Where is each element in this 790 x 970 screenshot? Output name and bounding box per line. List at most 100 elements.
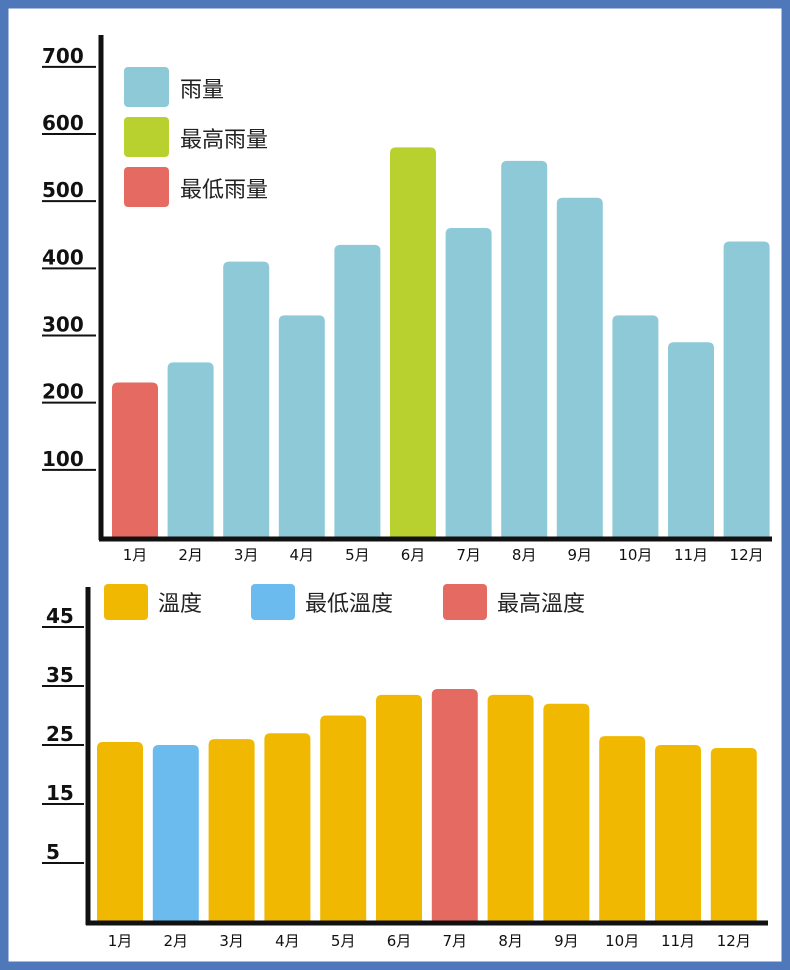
temperature-bar — [543, 703, 590, 922]
temperature-bar — [97, 742, 143, 922]
rainfall-x-tick-label: 1月 — [123, 546, 148, 564]
temperature-chart: 5 15 25 35 45 1月 2月 3月 4月 5月 6月 7月 8月 9月 10月 11月 12月 溫度… — [42, 584, 768, 950]
temperature-x-tick-label: 6月 — [387, 932, 412, 950]
rainfall-y-tick-label: 100 — [42, 447, 84, 471]
temperature-bar — [599, 736, 646, 922]
rainfall-y-tick: 100 — [42, 447, 96, 471]
rainfall-y-tick-label: 300 — [42, 313, 84, 337]
legend-swatch-min-temperature — [251, 584, 295, 620]
rainfall-y-axis-ticks: 100 200 300 400 500 600 700 — [42, 44, 96, 471]
legend-item-temperature: 溫度 — [104, 584, 202, 620]
temperature-x-tick-label: 10月 — [605, 932, 639, 950]
legend-item-rainfall: 雨量 — [124, 67, 224, 107]
rainfall-y-tick-label: 700 — [42, 44, 84, 68]
rainfall-x-tick-label: 7月 — [456, 546, 481, 564]
legend-label-temperature: 溫度 — [158, 592, 202, 617]
rainfall-bar — [112, 382, 158, 537]
legend-item-max-rainfall: 最高雨量 — [124, 117, 268, 157]
legend-item-min-rainfall: 最低雨量 — [124, 167, 268, 207]
temperature-y-tick: 15 — [42, 781, 84, 805]
rainfall-bar — [445, 228, 492, 538]
temperature-x-tick-label: 3月 — [219, 932, 244, 950]
rainfall-y-tick: 300 — [42, 313, 96, 337]
rainfall-bar — [668, 342, 714, 537]
temperature-bar — [431, 688, 478, 922]
rainfall-x-tick-label: 2月 — [178, 546, 203, 564]
rainfall-bar — [278, 315, 325, 537]
temperature-bar — [264, 733, 311, 922]
rainfall-x-tick-label: 8月 — [512, 546, 537, 564]
rainfall-bar — [334, 244, 381, 537]
rainfall-x-tick-label: 12月 — [730, 546, 764, 564]
rainfall-bar — [723, 241, 770, 537]
temperature-legend: 溫度 最低溫度 最高溫度 — [104, 584, 585, 620]
rainfall-x-tick-label: 9月 — [568, 546, 593, 564]
rainfall-y-tick: 500 — [42, 178, 96, 203]
temperature-bar — [208, 739, 255, 922]
rainfall-y-tick: 600 — [42, 111, 96, 135]
temperature-x-tick-label: 1月 — [108, 932, 133, 950]
rainfall-y-tick-label: 200 — [42, 380, 84, 404]
temperature-bar — [655, 745, 701, 922]
temperature-y-tick: 35 — [42, 663, 84, 687]
temperature-x-tick-label: 8月 — [498, 932, 523, 950]
temperature-y-tick: 45 — [42, 604, 84, 628]
temperature-bar — [376, 694, 422, 922]
temperature-x-tick-label: 12月 — [717, 932, 751, 950]
rainfall-x-tick-label: 4月 — [290, 546, 315, 564]
rainfall-bar — [556, 197, 603, 537]
temperature-x-tick-label: 7月 — [443, 932, 468, 950]
rainfall-bar — [612, 315, 659, 537]
rainfall-y-tick-label: 500 — [42, 178, 84, 202]
rainfall-bars — [112, 147, 770, 538]
temperature-y-tick-label: 45 — [46, 604, 74, 628]
temperature-x-tick-label: 9月 — [554, 932, 579, 950]
rainfall-bar — [223, 261, 270, 537]
legend-item-max-temperature: 最高溫度 — [443, 584, 585, 620]
legend-label-max-rainfall: 最高雨量 — [180, 128, 268, 153]
rainfall-y-tick-label: 400 — [42, 245, 84, 269]
legend-label-min-temperature: 最低溫度 — [305, 592, 393, 617]
temperature-x-tick-label: 5月 — [331, 932, 356, 950]
rainfall-bar — [390, 147, 436, 537]
temperature-x-tick-label: 4月 — [275, 932, 300, 950]
legend-label-min-rainfall: 最低雨量 — [180, 178, 268, 203]
temperature-x-tick-label: 11月 — [661, 932, 695, 950]
temperature-y-tick: 5 — [42, 840, 84, 864]
legend-swatch-max-rainfall — [124, 117, 169, 157]
rainfall-chart: 100 200 300 400 500 600 700 1月 2月 3月 4月 5月 6月 7月 8月 9月… — [42, 35, 772, 564]
rainfall-legend: 雨量 最高雨量 最低雨量 — [124, 67, 268, 207]
temperature-y-axis-ticks: 5 15 25 35 45 — [42, 604, 84, 864]
rainfall-x-tick-label: 3月 — [234, 546, 259, 564]
temperature-y-tick-label: 15 — [46, 781, 74, 805]
temperature-y-tick-label: 5 — [46, 840, 60, 864]
legend-swatch-rainfall — [124, 67, 169, 107]
rainfall-y-tick: 700 — [42, 44, 96, 68]
rainfall-bar — [501, 160, 548, 537]
temperature-y-tick: 25 — [42, 722, 84, 746]
rainfall-x-tick-label: 5月 — [345, 546, 370, 564]
rainfall-y-tick-label: 600 — [42, 111, 84, 135]
temperature-y-tick-label: 35 — [46, 663, 74, 687]
rainfall-x-tick-label: 10月 — [618, 546, 652, 564]
rainfall-x-tick-label: 11月 — [674, 546, 708, 564]
legend-swatch-temperature — [104, 584, 148, 620]
temperature-bar — [320, 715, 367, 922]
rainfall-x-tick-label: 6月 — [401, 546, 426, 564]
temperature-x-tick-label: 2月 — [164, 932, 189, 950]
temperature-bar — [152, 745, 199, 922]
legend-swatch-min-rainfall — [124, 167, 169, 207]
temperature-bars — [97, 688, 757, 922]
temperature-bar — [710, 747, 757, 922]
temperature-bar — [487, 694, 534, 922]
rainfall-x-axis-labels: 1月 2月 3月 4月 5月 6月 7月 8月 9月 10月 11月 12月 — [123, 546, 764, 564]
legend-label-rainfall: 雨量 — [180, 78, 224, 103]
temperature-x-axis-labels: 1月 2月 3月 4月 5月 6月 7月 8月 9月 10月 11月 12月 — [108, 932, 751, 950]
rainfall-y-tick: 400 — [42, 245, 96, 270]
legend-label-max-temperature: 最高溫度 — [497, 592, 585, 617]
rainfall-y-tick: 200 — [42, 380, 96, 404]
legend-item-min-temperature: 最低溫度 — [251, 584, 393, 620]
rainfall-bar — [167, 362, 214, 537]
legend-swatch-max-temperature — [443, 584, 487, 620]
